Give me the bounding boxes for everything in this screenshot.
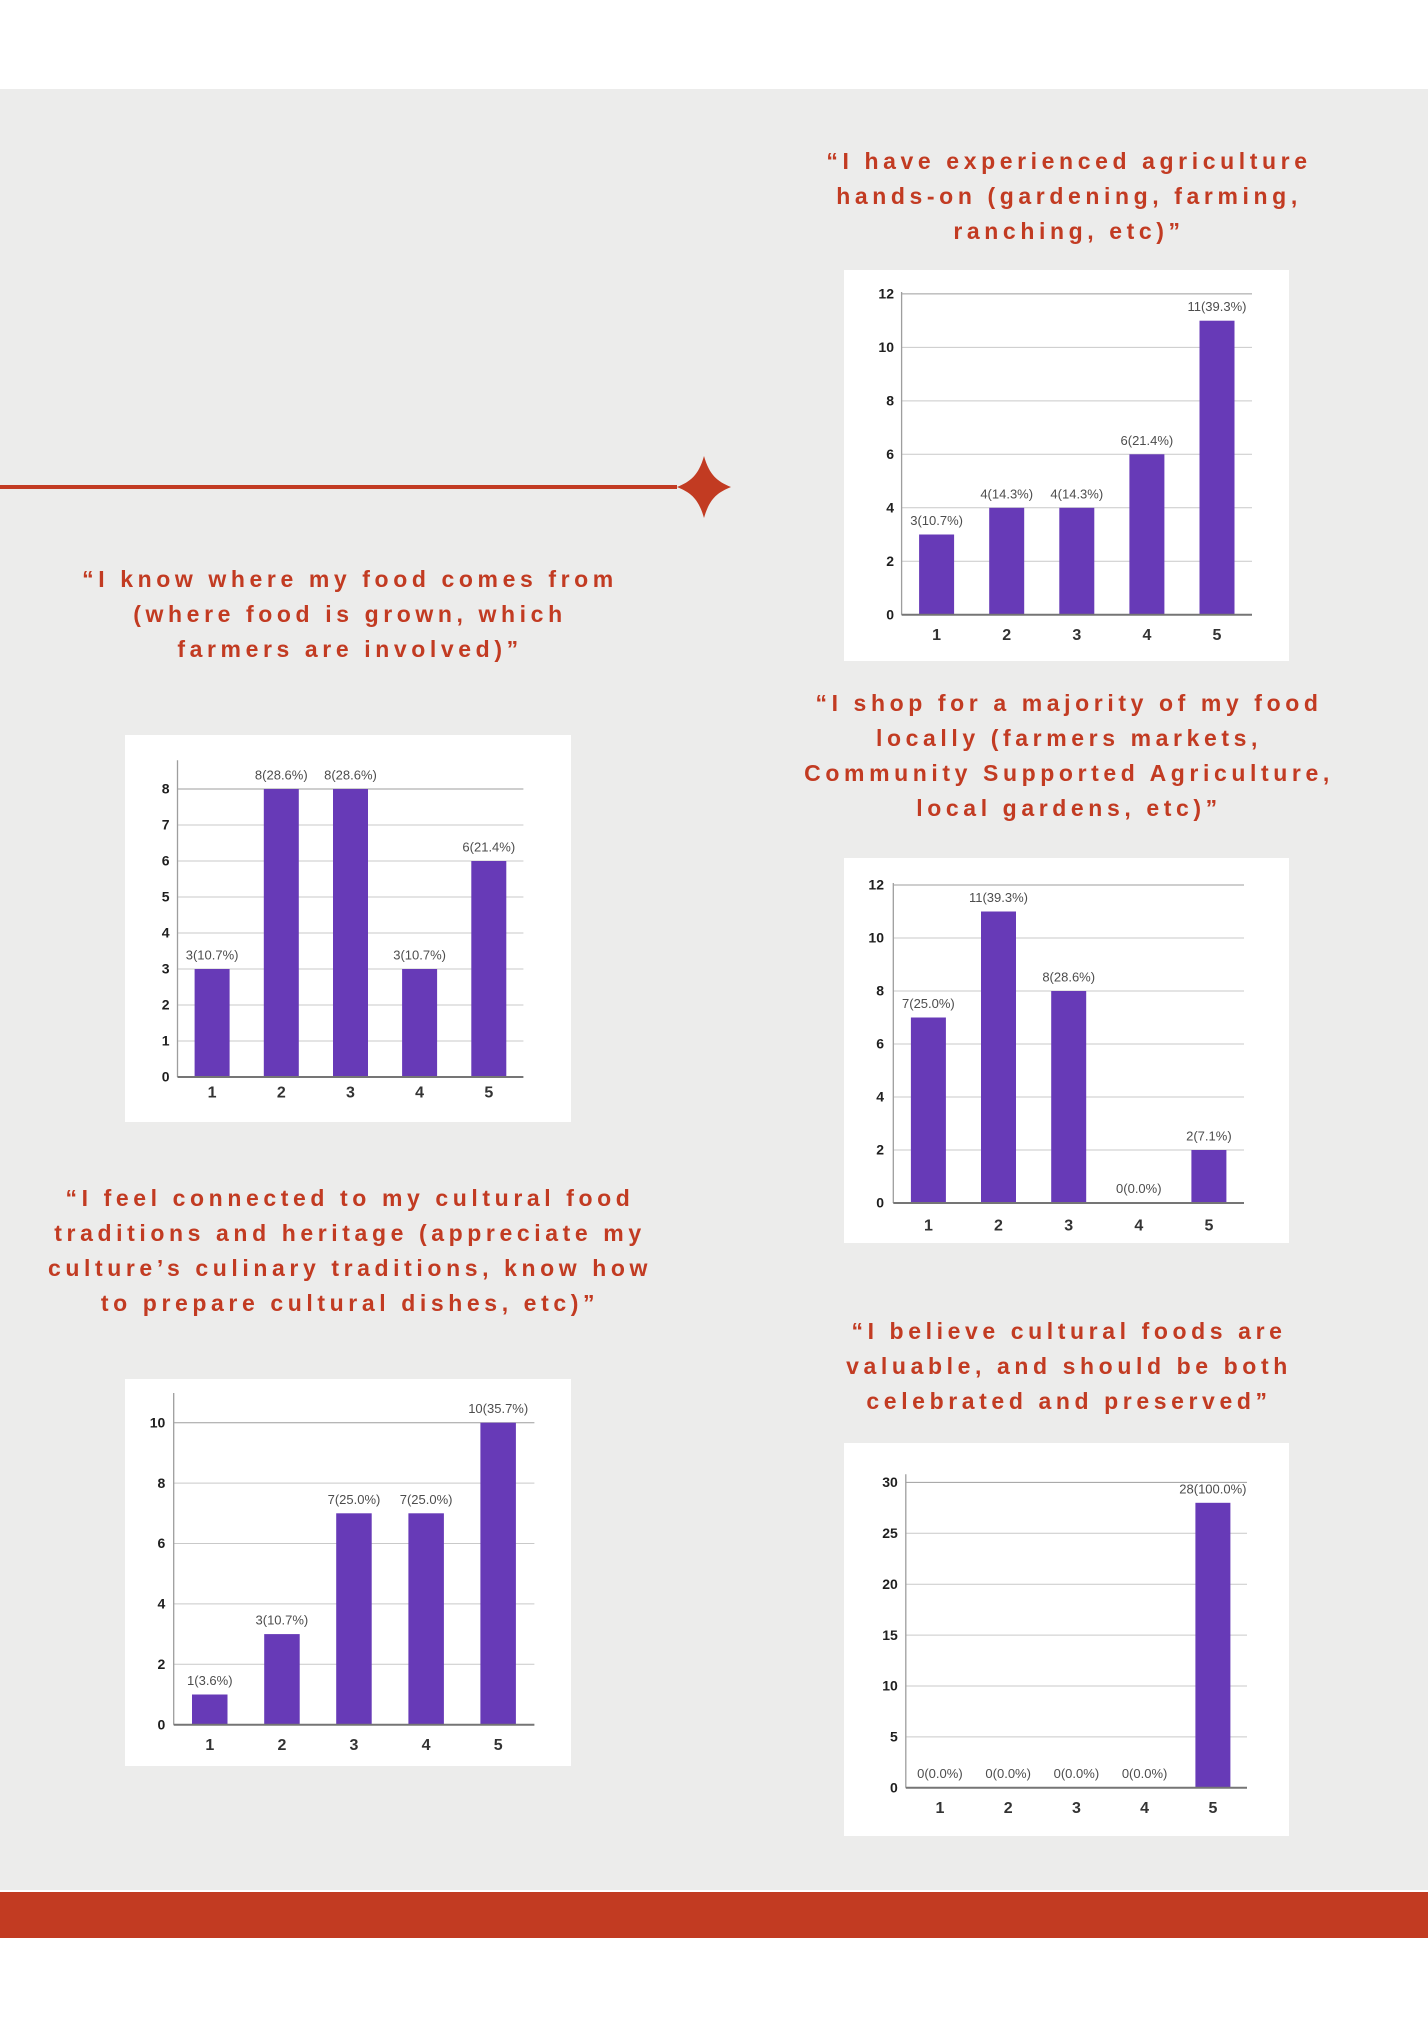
svg-text:6: 6 — [886, 446, 894, 462]
svg-text:2: 2 — [994, 1218, 1003, 1235]
svg-text:4(14.3%): 4(14.3%) — [1050, 486, 1103, 501]
svg-text:10(35.7%): 10(35.7%) — [468, 1401, 528, 1416]
svg-text:7(25.0%): 7(25.0%) — [902, 996, 955, 1011]
svg-text:5: 5 — [890, 1729, 898, 1745]
svg-text:2: 2 — [277, 1085, 286, 1102]
svg-text:0: 0 — [162, 1069, 170, 1085]
svg-text:8(28.6%): 8(28.6%) — [255, 768, 308, 783]
svg-text:1: 1 — [932, 627, 941, 644]
svg-text:5: 5 — [484, 1085, 493, 1102]
svg-text:1: 1 — [935, 1800, 944, 1817]
svg-text:5: 5 — [494, 1737, 503, 1754]
svg-text:3(10.7%): 3(10.7%) — [393, 948, 446, 963]
svg-text:1: 1 — [208, 1085, 217, 1102]
svg-text:6: 6 — [876, 1036, 884, 1052]
svg-text:7: 7 — [162, 817, 170, 833]
svg-text:0(0.0%): 0(0.0%) — [1122, 1766, 1168, 1781]
svg-text:0: 0 — [876, 1195, 884, 1211]
svg-text:3: 3 — [1072, 627, 1081, 644]
svg-text:5: 5 — [1208, 1800, 1217, 1817]
svg-text:10: 10 — [878, 339, 894, 355]
svg-text:0(0.0%): 0(0.0%) — [1054, 1766, 1100, 1781]
svg-text:5: 5 — [1204, 1218, 1213, 1235]
svg-text:3(10.7%): 3(10.7%) — [910, 513, 963, 528]
svg-text:0(0.0%): 0(0.0%) — [1116, 1181, 1162, 1196]
svg-text:0(0.0%): 0(0.0%) — [985, 1766, 1031, 1781]
svg-text:4: 4 — [158, 1596, 166, 1612]
svg-text:0: 0 — [886, 606, 894, 622]
svg-text:3: 3 — [1064, 1218, 1073, 1235]
svg-text:5: 5 — [162, 889, 170, 905]
svg-text:28(100.0%): 28(100.0%) — [1179, 1481, 1246, 1496]
svg-text:8(28.6%): 8(28.6%) — [324, 768, 377, 783]
svg-text:7(25.0%): 7(25.0%) — [400, 1492, 453, 1507]
svg-text:8: 8 — [876, 983, 884, 999]
svg-text:1: 1 — [924, 1218, 933, 1235]
svg-text:2: 2 — [158, 1656, 166, 1672]
svg-text:4: 4 — [415, 1085, 424, 1102]
svg-text:7(25.0%): 7(25.0%) — [328, 1492, 381, 1507]
svg-text:10: 10 — [868, 930, 884, 946]
svg-text:6(21.4%): 6(21.4%) — [462, 840, 515, 855]
svg-text:0: 0 — [890, 1780, 898, 1796]
svg-text:6: 6 — [162, 853, 170, 869]
svg-text:3(10.7%): 3(10.7%) — [256, 1613, 309, 1628]
svg-text:6: 6 — [158, 1535, 166, 1551]
svg-text:4: 4 — [162, 925, 170, 941]
svg-text:3: 3 — [1072, 1800, 1081, 1817]
svg-text:4: 4 — [1134, 1218, 1143, 1235]
svg-text:4: 4 — [876, 1089, 884, 1105]
svg-text:4: 4 — [1142, 627, 1151, 644]
svg-text:4: 4 — [422, 1737, 431, 1754]
svg-text:2: 2 — [277, 1737, 286, 1754]
svg-text:5: 5 — [1213, 627, 1222, 644]
svg-text:2: 2 — [876, 1142, 884, 1158]
svg-text:6(21.4%): 6(21.4%) — [1121, 433, 1174, 448]
svg-text:4: 4 — [886, 500, 894, 516]
svg-text:15: 15 — [882, 1627, 898, 1643]
svg-text:11(39.3%): 11(39.3%) — [969, 890, 1028, 905]
svg-text:1(3.6%): 1(3.6%) — [187, 1673, 233, 1688]
svg-text:0(0.0%): 0(0.0%) — [917, 1766, 963, 1781]
svg-text:8(28.6%): 8(28.6%) — [1042, 970, 1095, 985]
svg-text:11(39.3%): 11(39.3%) — [1187, 299, 1246, 314]
svg-text:2: 2 — [886, 553, 894, 569]
svg-text:10: 10 — [150, 1414, 166, 1430]
svg-text:4: 4 — [1140, 1800, 1149, 1817]
svg-text:8: 8 — [886, 393, 894, 409]
svg-text:10: 10 — [882, 1678, 898, 1694]
svg-text:25: 25 — [882, 1525, 898, 1541]
svg-text:2: 2 — [1004, 1800, 1013, 1817]
svg-text:3: 3 — [346, 1085, 355, 1102]
svg-text:1: 1 — [162, 1033, 170, 1049]
svg-text:12: 12 — [878, 286, 894, 302]
svg-text:12: 12 — [868, 877, 884, 893]
svg-text:2: 2 — [162, 997, 170, 1013]
svg-text:1: 1 — [205, 1737, 214, 1754]
svg-text:8: 8 — [158, 1475, 166, 1491]
svg-text:30: 30 — [882, 1474, 898, 1490]
svg-text:20: 20 — [882, 1576, 898, 1592]
svg-text:3: 3 — [350, 1737, 359, 1754]
svg-text:3: 3 — [162, 961, 170, 977]
svg-text:4(14.3%): 4(14.3%) — [980, 486, 1033, 501]
svg-text:3(10.7%): 3(10.7%) — [186, 948, 239, 963]
svg-text:0: 0 — [158, 1716, 166, 1732]
svg-text:2(7.1%): 2(7.1%) — [1186, 1129, 1232, 1144]
svg-text:8: 8 — [162, 781, 170, 797]
svg-text:2: 2 — [1002, 627, 1011, 644]
